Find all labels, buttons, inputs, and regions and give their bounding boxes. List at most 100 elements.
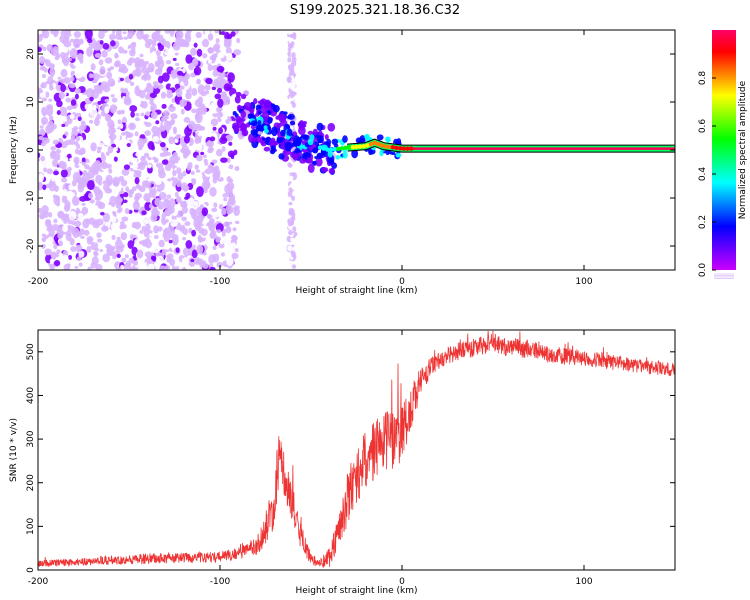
heatmap-cell [163,119,172,131]
heatmap-cell [197,131,203,137]
heatmap-cell [225,134,233,141]
heatmap-cell [41,73,46,78]
heatmap-cell [384,136,391,142]
heatmap-cell [97,146,103,151]
heatmap-cell [85,218,91,225]
heatmap-cell [134,117,140,122]
heatmap-cell [56,110,61,116]
heatmap-cell [49,258,54,265]
heatmap-cell [168,136,175,145]
heatmap-cell [111,185,119,197]
heatmap-cell [173,262,178,267]
heatmap-cell [74,93,79,100]
heatmap-cell [180,182,188,191]
heatmap-cell [137,236,144,242]
heatmap-cell [144,37,149,43]
figure-title: S199.2025.321.18.36.C32 [290,3,460,18]
heatmap-cell [204,168,213,175]
heatmap-cell [191,249,198,259]
heatmap-cell [152,190,157,196]
heatmap-cell [60,68,68,78]
heatmap-cell [47,75,54,85]
heatmap-cell [88,192,94,199]
heatmap-cell [176,196,182,204]
heatmap-cell [59,106,67,117]
heatmap-cell [67,57,72,62]
heatmap-cell [288,201,293,206]
heatmap-cell [60,51,66,59]
heatmap-cell [179,49,187,57]
heatmap-cell [88,73,93,79]
heatmap-cell [234,248,239,253]
heatmap-cell [158,239,165,248]
heatmap-cell [185,192,191,199]
heatmap-cell [214,93,222,100]
heatmap-cell [39,55,45,65]
heatmap-cell [70,246,77,252]
heatmap-cell [359,135,366,142]
heatmap-cell [123,262,131,270]
plot2-ytick-label: 200 [26,474,36,491]
heatmap-cell [236,37,241,44]
heatmap-cell [53,218,58,224]
heatmap-cell [64,204,71,212]
heatmap-cell [96,84,105,91]
heatmap-cell [227,188,233,197]
ridge-point [379,143,385,148]
heatmap-cell [108,264,113,270]
heatmap-cell [234,154,239,161]
heatmap-cell [60,169,68,178]
heatmap-cell [132,162,138,170]
heatmap-cell [226,256,234,267]
heatmap-cell [228,141,233,146]
heatmap-cell [115,239,123,250]
heatmap-cell [342,151,348,159]
heatmap-cell [46,105,54,117]
heatmap-cell [75,65,83,74]
heatmap-cell [72,227,80,239]
heatmap-cell [77,212,84,223]
heatmap-cell [222,100,227,106]
heatmap-cell [135,113,140,117]
ridge-point [317,145,323,150]
heatmap-cell [115,202,122,209]
heatmap-cell [75,136,81,142]
heatmap-cell [147,263,155,270]
heatmap-cell [278,153,285,160]
heatmap-cell [38,181,44,191]
heatmap-cell [58,240,63,247]
heatmap-cell [230,103,237,109]
heatmap-cell [165,203,170,209]
heatmap-cell [233,149,238,156]
ridge-point [343,145,348,151]
heatmap-cell [111,80,116,87]
heatmap-cell [97,100,102,105]
snr-line-layer [38,330,675,568]
heatmap-cell [122,156,130,165]
heatmap-cell [148,57,154,63]
heatmap-cell [70,70,75,75]
heatmap-cell [188,63,194,71]
heatmap-cell [164,40,171,50]
colorbar-label: Normalized spectral amplitude [738,80,748,219]
heatmap-cell [263,125,268,130]
heatmap-cell [119,123,124,130]
heatmap-cell [175,247,180,253]
heatmap-cell [108,188,113,194]
heatmap-cell [289,94,294,99]
heatmap-cell [129,81,135,87]
heatmap-cell [147,141,155,150]
heatmap-cell [38,263,45,270]
heatmap-cell [158,170,166,179]
heatmap-cell [335,155,341,160]
heatmap-cell [63,58,69,67]
heatmap-cell [213,210,221,218]
heatmap-cell [69,63,74,68]
ridge-point [332,147,337,152]
heatmap-cell [138,88,146,99]
plot2-ytick-label: 0 [26,567,36,573]
heatmap-cell [72,38,81,49]
heatmap-cell [212,177,218,184]
heatmap-cell [295,140,301,147]
